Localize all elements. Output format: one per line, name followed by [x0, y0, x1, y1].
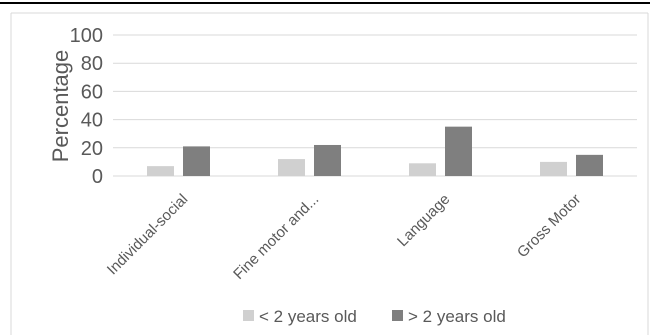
y-tick-labels: 0 20 40 60 80 100: [70, 25, 103, 188]
category-label: Fine motor and...: [230, 191, 322, 283]
legend-label: < 2 years old: [259, 307, 357, 326]
bar-over-2: [576, 154, 603, 176]
y-tick-label: 100: [70, 25, 103, 47]
category-label: Individual-social: [104, 191, 191, 278]
category-labels: Individual-social Fine motor and... Langua…: [104, 191, 584, 283]
bar-over-2: [314, 144, 341, 176]
y-axis-title: Percentage: [48, 50, 73, 163]
y-tick-label: 0: [92, 166, 103, 188]
bar-under-2: [278, 159, 305, 176]
bars: [147, 126, 603, 176]
legend: < 2 years old > 2 years old: [243, 307, 506, 326]
category-label: Language: [394, 191, 453, 250]
category-label: Gross Motor: [514, 191, 584, 261]
bar-under-2: [409, 163, 436, 176]
legend-swatch: [392, 310, 403, 321]
bar-under-2: [147, 166, 174, 176]
bar-over-2: [183, 146, 210, 176]
y-tick-label: 40: [81, 110, 103, 132]
y-tick-label: 20: [81, 138, 103, 160]
bar-under-2: [540, 161, 567, 176]
legend-swatch: [243, 310, 254, 321]
y-tick-label: 60: [81, 81, 103, 103]
legend-label: > 2 years old: [408, 307, 506, 326]
y-tick-label: 80: [81, 53, 103, 75]
bar-over-2: [445, 126, 472, 176]
